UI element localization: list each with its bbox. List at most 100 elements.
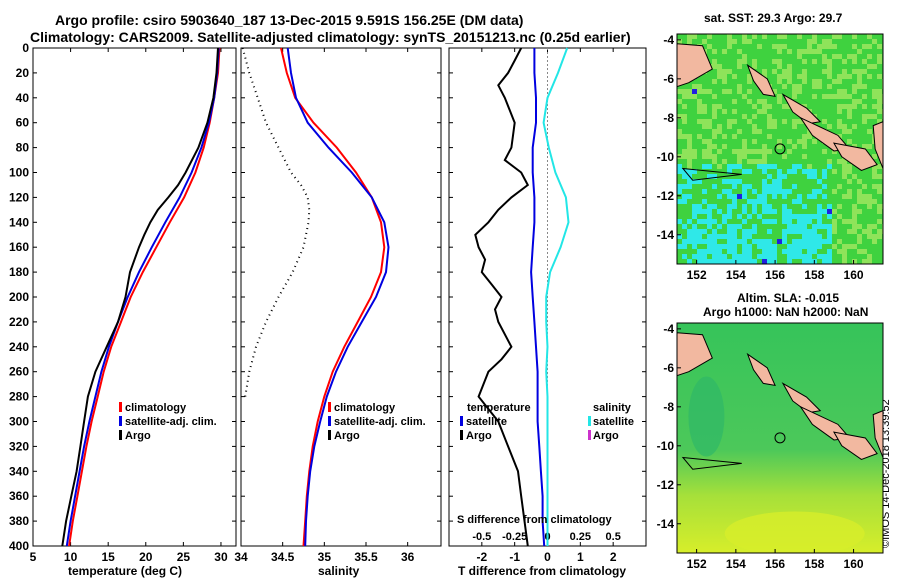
sst-pixel <box>812 49 817 54</box>
sst-pixel <box>732 239 737 244</box>
sst-pixel <box>732 149 737 154</box>
sst-pixel <box>777 139 782 144</box>
sla-xtick-label: 152 <box>687 557 707 571</box>
sst-pixel <box>812 59 817 64</box>
sst-pixel <box>852 219 857 224</box>
sst-pixel <box>682 199 687 204</box>
sst-pixel <box>787 224 792 229</box>
sst-pixel <box>742 39 747 44</box>
sst-pixel <box>712 259 717 264</box>
sst-pixel <box>767 124 772 129</box>
sst-pixel <box>747 249 752 254</box>
sst-pixel <box>712 204 717 209</box>
sst-pixel <box>722 74 727 79</box>
temp-legend-mark-climatology <box>119 402 122 412</box>
sst-pixel <box>822 224 827 229</box>
sst-pixel <box>877 119 882 124</box>
sst-pixel <box>782 119 787 124</box>
diff-secondary-tick-label: -0.25 <box>502 531 527 543</box>
sla-ytick-label: -12 <box>657 478 675 492</box>
sst-pixel <box>762 219 767 224</box>
sst-pixel <box>717 259 722 264</box>
sst-pixel <box>727 44 732 49</box>
sst-pixel <box>822 169 827 174</box>
sst-pixel <box>787 64 792 69</box>
sst-pixel <box>842 259 847 264</box>
sst-pixel <box>857 239 862 244</box>
sst-pixel <box>682 149 687 154</box>
sst-pixel <box>707 164 712 169</box>
sla-ytick-label: -6 <box>663 361 674 375</box>
sst-pixel <box>872 39 877 44</box>
sst-pixel <box>872 174 877 179</box>
sst-pixel <box>697 249 702 254</box>
sst-pixel <box>687 164 692 169</box>
temp-legend-mark-argo <box>119 430 122 440</box>
sst-pixel <box>757 244 762 249</box>
sst-pixel <box>827 124 832 129</box>
sst-pixel <box>712 134 717 139</box>
sst-pixel <box>802 169 807 174</box>
sst-pixel <box>762 69 767 74</box>
sst-pixel <box>767 189 772 194</box>
sst-pixel <box>787 244 792 249</box>
sst-pixel <box>772 254 777 259</box>
sst-pixel <box>742 34 747 39</box>
sst-pixel <box>752 34 757 39</box>
sst-pixel <box>872 114 877 119</box>
sst-pixel <box>752 189 757 194</box>
sst-ytick-label: -8 <box>663 111 674 125</box>
sst-pixel <box>712 154 717 159</box>
sst-pixel <box>732 194 737 199</box>
sst-pixel <box>812 169 817 174</box>
sst-pixel <box>782 194 787 199</box>
sst-pixel <box>742 249 747 254</box>
sst-pixel <box>757 149 762 154</box>
sst-pixel <box>697 204 702 209</box>
sst-pixel <box>752 114 757 119</box>
sst-pixel <box>847 244 852 249</box>
sst-pixel <box>847 109 852 114</box>
sst-pixel <box>742 259 747 264</box>
sst-pixel <box>712 109 717 114</box>
sst-pixel <box>802 259 807 264</box>
sst-pixel <box>797 74 802 79</box>
sst-pixel <box>677 199 682 204</box>
sst-ytick-label: -12 <box>657 189 675 203</box>
sst-pixel <box>822 184 827 189</box>
sst-pixel <box>682 224 687 229</box>
sst-pixel <box>702 164 707 169</box>
sst-pixel <box>707 89 712 94</box>
sst-pixel <box>832 79 837 84</box>
sst-pixel <box>732 119 737 124</box>
sst-pixel <box>797 254 802 259</box>
sst-pixel <box>777 64 782 69</box>
sst-pixel <box>772 189 777 194</box>
sst-pixel <box>712 59 717 64</box>
sst-pixel <box>862 144 867 149</box>
sst-pixel <box>707 34 712 39</box>
sst-pixel <box>807 39 812 44</box>
sst-pixel <box>862 249 867 254</box>
sst-pixel <box>787 229 792 234</box>
sst-pixel <box>837 204 842 209</box>
sal-axes-frame <box>240 47 442 547</box>
sst-pixel <box>702 139 707 144</box>
sst-pixel <box>817 244 822 249</box>
sst-pixel <box>842 194 847 199</box>
sst-pixel <box>802 234 807 239</box>
sst-pixel <box>812 84 817 89</box>
sst-pixel <box>737 239 742 244</box>
sst-pixel <box>802 59 807 64</box>
sst-pixel <box>722 49 727 54</box>
sst-pixel <box>867 224 872 229</box>
temp-ytick-label: 60 <box>16 116 30 130</box>
sst-pixel <box>877 174 882 179</box>
sal-legend-mark-satellite <box>328 416 331 426</box>
sst-pixel <box>767 259 772 264</box>
sst-pixel <box>717 254 722 259</box>
temp-ytick-label: 300 <box>9 415 29 429</box>
sst-pixel <box>697 254 702 259</box>
sst-pixel <box>742 189 747 194</box>
sst-pixel <box>732 39 737 44</box>
